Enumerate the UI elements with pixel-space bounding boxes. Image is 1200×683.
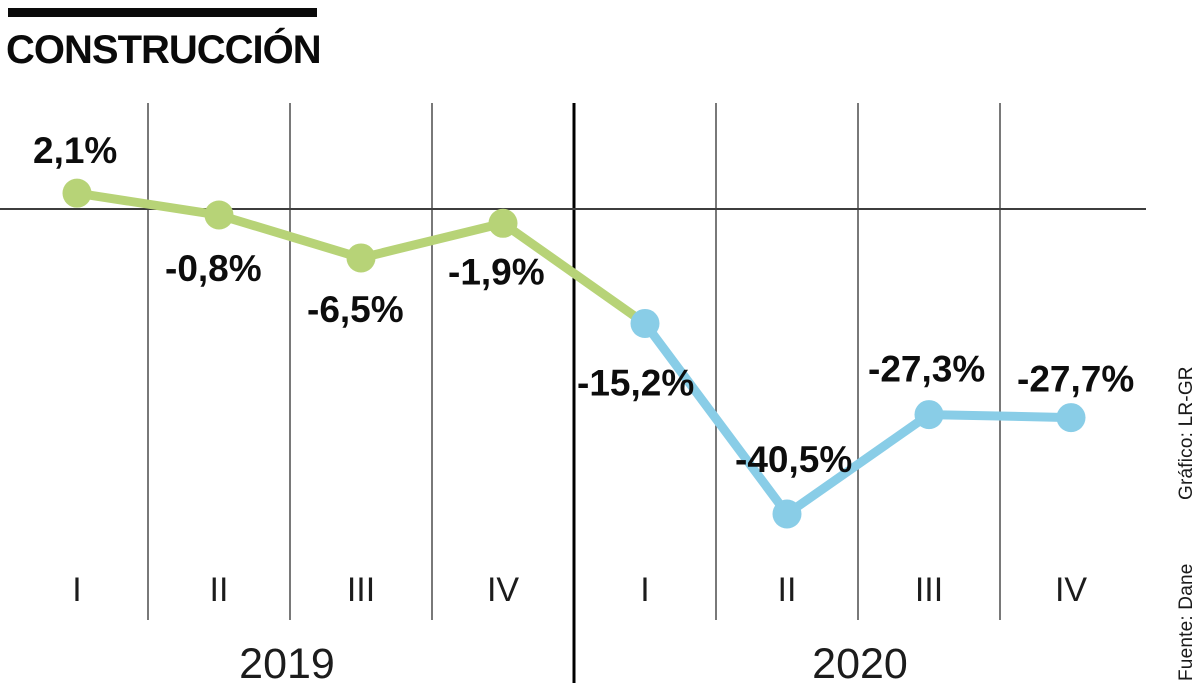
tick-label-quarter: I (640, 571, 649, 609)
value-label: 2,1% (33, 130, 117, 171)
tick-label-quarter: IV (1055, 571, 1087, 609)
year-label-2020: 2020 (812, 640, 908, 683)
series-2020-line (641, 320, 1072, 519)
marker-2020-qII (772, 499, 802, 529)
marker-2019-qII (204, 200, 234, 230)
year-label-2019: 2019 (239, 640, 335, 683)
tick-label-quarter: II (778, 571, 797, 609)
marker-2019-qI (62, 178, 92, 208)
value-label: -15,2% (577, 362, 694, 403)
tick-label-quarter: III (347, 571, 375, 609)
value-label: -40,5% (735, 439, 852, 480)
marker-2020-qIII (914, 400, 944, 430)
tick-label-quarter: II (210, 571, 229, 609)
tick-label-quarter: IV (487, 571, 519, 609)
credit-source: Fuente: Dane (1176, 563, 1197, 681)
marker-2019-qIII (346, 243, 376, 273)
chart-title: CONSTRUCCIÓN (6, 28, 322, 72)
value-label: -0,8% (165, 248, 262, 289)
value-label: -27,3% (868, 349, 985, 390)
title-accent-bar (8, 8, 317, 17)
marker-2020-qIV (1056, 403, 1086, 433)
marker-2019-qIV (488, 208, 518, 238)
value-label: -1,9% (448, 251, 545, 292)
tick-label-quarter: III (915, 571, 943, 609)
value-label: -6,5% (307, 289, 404, 330)
marker-2020-qI (630, 308, 660, 338)
credit-graphic: Gráfico: LR-GR (1176, 366, 1197, 500)
value-label: -27,7% (1017, 359, 1134, 400)
tick-label-quarter: I (72, 571, 81, 609)
